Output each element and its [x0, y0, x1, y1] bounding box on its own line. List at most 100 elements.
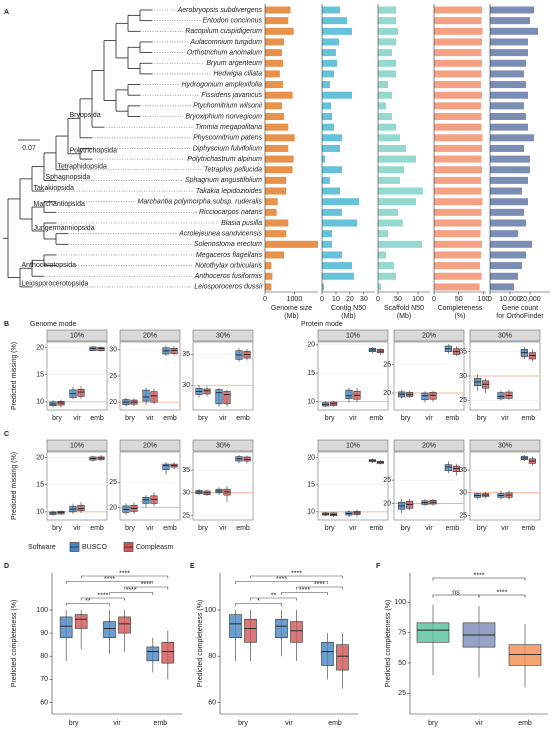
bar	[322, 6, 340, 14]
bar	[322, 166, 342, 174]
bar	[490, 17, 530, 25]
bar	[322, 283, 324, 291]
bar	[322, 176, 330, 184]
y-tick-label: 10	[36, 399, 44, 406]
bar	[322, 251, 342, 259]
x-tick-label: emb	[163, 415, 177, 422]
species-label: Leiosporoceros dussii	[194, 284, 262, 291]
x-tick-label: emb	[522, 415, 536, 422]
box	[170, 347, 178, 354]
bar	[378, 38, 396, 46]
bar	[378, 59, 396, 67]
species-label: Solenostoma erectum	[194, 241, 262, 248]
bar	[265, 27, 294, 35]
species-label: Bryum argenteum	[206, 60, 262, 67]
x-tick-label: bry	[238, 720, 248, 727]
species-label: Megaceros flagellaris	[196, 252, 263, 259]
panel-label: E	[190, 563, 195, 570]
significance-label: ****	[291, 571, 302, 578]
x-tick-label: vir	[146, 415, 154, 422]
y-tick-label: 20	[383, 390, 391, 397]
bar	[265, 38, 285, 46]
y-tick-label: 25	[459, 397, 467, 404]
y-tick-label: 20	[109, 504, 117, 511]
bar	[434, 198, 483, 206]
facet-strip	[317, 439, 389, 452]
bar	[490, 166, 530, 174]
y-tick-label: 90	[40, 630, 48, 637]
y-tick-label: 15	[36, 371, 44, 378]
bar	[378, 113, 392, 120]
x-axis-label: (%)	[455, 313, 466, 320]
significance-label: ns	[452, 590, 460, 597]
significance-label: ****	[104, 576, 115, 583]
y-tick-label: 25	[383, 362, 391, 369]
plot-area	[192, 451, 254, 521]
species-label: Timmia megapolitana	[195, 124, 262, 131]
box	[336, 644, 349, 671]
box	[77, 505, 85, 512]
panel-label: D	[4, 563, 9, 570]
box	[497, 392, 505, 400]
bar	[434, 251, 482, 259]
bar	[434, 272, 482, 280]
bar	[322, 123, 334, 131]
bar	[434, 17, 482, 25]
box	[229, 614, 242, 639]
panel-label: B	[4, 321, 9, 328]
bar	[434, 166, 483, 174]
plot-area	[46, 451, 108, 521]
x-tick-label: 30	[360, 296, 368, 303]
x-tick-label: vir	[425, 525, 433, 532]
bar	[378, 27, 398, 35]
x-tick-label: emb	[163, 525, 177, 532]
bar	[490, 272, 518, 280]
legend-label: Compleasm	[136, 544, 174, 551]
x-tick-label: vir	[146, 525, 154, 532]
clade-label: Tetraphidopsida	[58, 164, 108, 171]
y-tick-label: 30	[182, 490, 190, 497]
facet-label: 20%	[143, 443, 157, 450]
bar	[322, 240, 333, 248]
species-label: Ptychomitrium wilsonii	[193, 103, 262, 110]
x-tick-label: vir	[501, 525, 509, 532]
y-tick-label: 35	[182, 467, 190, 474]
x-tick-label: bry	[477, 415, 487, 422]
facet-strip	[119, 329, 181, 342]
x-tick-label: bry	[325, 525, 335, 532]
bar	[322, 230, 333, 238]
bar	[322, 208, 342, 216]
x-tick-label: emb	[90, 415, 104, 422]
bar	[322, 262, 352, 270]
box	[203, 388, 211, 395]
facet-label: 10%	[70, 333, 84, 340]
box	[215, 389, 223, 405]
significance-bracket	[80, 575, 169, 579]
bar	[434, 27, 483, 35]
x-tick-label: bry	[198, 415, 208, 422]
bar	[265, 17, 289, 25]
y-tick-label: 15	[307, 370, 315, 377]
box	[77, 389, 85, 397]
bar	[322, 38, 340, 46]
facet-strip	[469, 329, 541, 342]
x-axis-label: (Mb)	[341, 313, 355, 320]
box	[74, 614, 88, 629]
y-tick-label: 20	[36, 454, 44, 461]
box	[275, 618, 288, 639]
bar	[434, 134, 483, 142]
significance-bracket	[65, 603, 110, 606]
box	[508, 644, 542, 666]
bar	[265, 251, 285, 259]
bar	[265, 219, 289, 227]
plot-area	[393, 341, 465, 411]
y-axis-label: Predicted completeness (%)	[11, 600, 18, 688]
bar	[434, 155, 482, 163]
scale-label: 0.07	[22, 145, 36, 152]
bar	[322, 272, 354, 280]
species-label: Marchantia polymorpha subsp. ruderalis	[137, 199, 262, 206]
bar	[322, 70, 334, 78]
clade-label: Marchantiopsida	[34, 201, 85, 208]
bar	[434, 123, 482, 131]
species-label: Aerobryopsis subdivergens	[177, 7, 263, 14]
